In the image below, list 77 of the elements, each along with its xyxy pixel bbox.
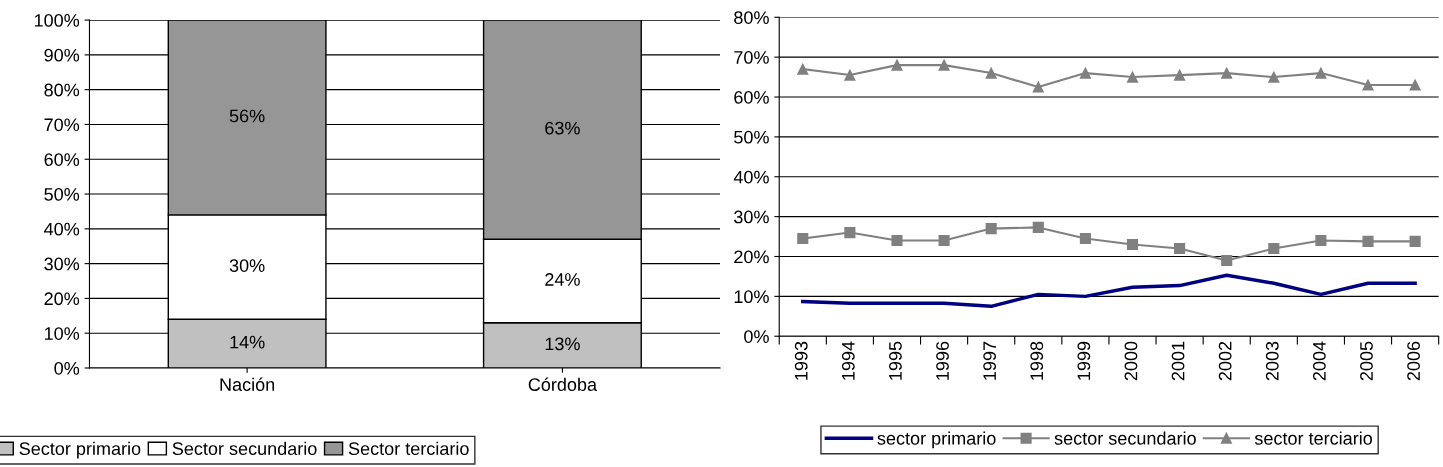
x-tick-label: 1999 [1077,341,1091,380]
point [844,227,856,239]
point [1268,71,1280,83]
y-tick-label: 80% [734,11,769,24]
legend-label: Sector terciario [348,441,469,456]
point [1174,69,1186,81]
y-tick-label: 90% [44,48,80,62]
y-tick-label: 20% [44,292,80,306]
x-tick-label: 1996 [936,341,949,380]
data-label: 14% [230,335,265,349]
point [985,223,997,235]
legend-label: Sector primario [19,441,141,459]
point [1032,81,1044,93]
y-tick-label: 50% [734,130,769,144]
x-tick-label: 2003 [1265,341,1279,381]
data-label: 30% [229,259,265,272]
x-tick-label: 2001 [1171,341,1185,381]
x-tick-label: 1994 [841,341,855,380]
point [1409,79,1421,91]
x-tick-label: 1995 [889,341,902,380]
x-tick-label: 1993 [794,341,808,380]
y-tick-label: 30% [734,210,769,224]
point [1079,233,1091,245]
point [938,59,950,71]
x-tick-label: 2004 [1312,341,1326,381]
y-tick-label: 80% [44,83,80,97]
point [797,63,809,75]
point [938,234,950,247]
data-label: 24% [545,273,580,286]
legend-label: Sector secundario [172,441,317,456]
point [1409,235,1421,247]
point [1221,67,1233,79]
data-label: 13% [545,337,580,351]
x-tick-label: Nación [220,377,275,391]
point [844,69,856,81]
point [1126,238,1139,251]
x-tick-label: 2000 [1124,341,1138,381]
y-tick-label: 50% [44,187,80,201]
y-tick-label: 70% [44,118,80,132]
point [1174,242,1186,255]
point [1221,254,1233,267]
point [1362,235,1374,247]
x-tick-label: 1998 [1030,341,1044,380]
x-tick-label: 1997 [983,341,997,380]
point [891,59,903,71]
point [985,67,997,79]
y-tick-label: 70% [734,51,769,64]
y-tick-label: 100% [34,14,80,27]
y-tick-label: 60% [734,90,769,104]
y-tick-label: 40% [44,222,80,236]
point [1315,67,1327,79]
y-tick-label: 30% [44,257,80,271]
x-tick-label: 2006 [1407,341,1420,381]
point [797,233,809,245]
data-label: 56% [229,109,265,123]
y-tick-label: 10% [44,327,80,340]
y-tick-label: 40% [733,170,769,184]
y-tick-label: 0% [744,330,769,343]
y-tick-label: 10% [734,290,769,304]
point [1032,221,1044,233]
x-tick-label: Córdoba [528,377,598,391]
legend-label: sector primario [877,431,996,449]
legend-label: sector terciario [1254,431,1373,445]
y-tick-label: 0% [54,361,80,375]
y-tick-label: 20% [734,250,769,264]
x-tick-label: 2002 [1218,341,1232,381]
y-tick-label: 60% [44,153,80,166]
point [891,234,903,247]
x-tick-label: 2005 [1360,341,1373,381]
point [1126,71,1139,83]
legend-label: sector secundario [1054,431,1196,445]
point [1268,242,1280,255]
data-label: 63% [545,121,580,135]
point [1315,234,1327,247]
point [1079,67,1091,79]
point [1362,79,1374,91]
line-series [801,273,1417,309]
